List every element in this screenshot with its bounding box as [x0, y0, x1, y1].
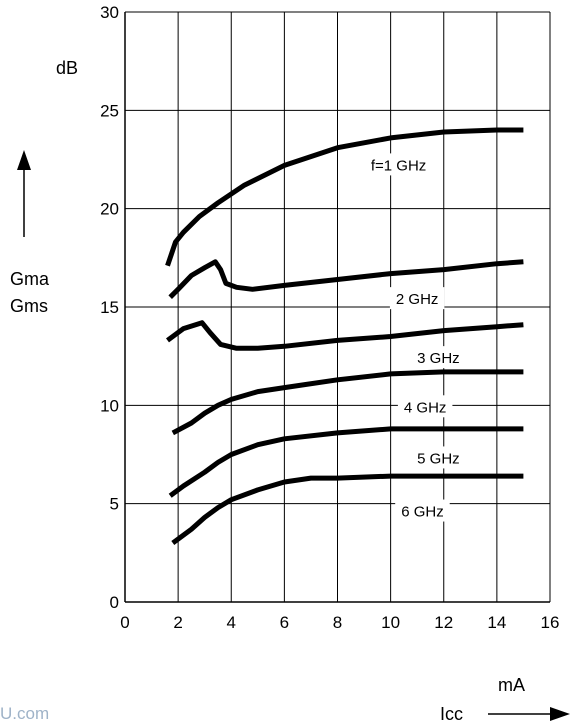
series-label-4: 4 GHz: [404, 399, 447, 416]
series-label-background: [411, 446, 466, 469]
y-arrow-icon: [17, 150, 31, 237]
x-tick-label: 10: [381, 613, 400, 632]
series-label-5: 5 GHz: [417, 450, 460, 467]
y-tick-label: 5: [110, 495, 119, 514]
series-label-background: [395, 499, 450, 522]
y-tick-label: 20: [100, 200, 119, 219]
y-tick-label: 25: [100, 101, 119, 120]
y-tick-label: 30: [100, 3, 119, 22]
curves: [165, 127, 524, 546]
series-label-1: f=1 GHz: [371, 157, 426, 174]
x-tick-label: 14: [487, 613, 506, 632]
series-line-2: [168, 259, 524, 299]
series-label-background: [411, 346, 466, 369]
x-tick-label: 16: [541, 613, 560, 632]
tick-labels: 0 2 4 6 8 10 12 14 16 0 5 10 15 20 25 30: [100, 3, 559, 632]
series-line-5: [168, 426, 524, 498]
y-unit-label: dB: [56, 58, 78, 78]
series-label-background: [389, 287, 445, 310]
x-tick-label: 2: [173, 613, 182, 632]
series-label-background: [364, 153, 433, 176]
series-labels: f=1 GHz 2 GHz 3 GHz 4 GHz 5 GHz 6 GHz: [364, 153, 466, 522]
x-unit-label: mA: [498, 675, 525, 695]
x-label: Icc: [440, 704, 463, 724]
x-tick-label: 4: [227, 613, 236, 632]
series-line-6: [171, 473, 524, 546]
series-label-2: 2 GHz: [396, 291, 439, 308]
x-arrow-icon: [488, 707, 570, 721]
y-tick-label: 0: [110, 593, 119, 612]
y-label-line-1: Gma: [10, 269, 50, 289]
series-line-3: [166, 320, 524, 351]
series-line-4: [171, 369, 524, 436]
x-tick-label: 8: [333, 613, 342, 632]
x-tick-label: 0: [120, 613, 129, 632]
y-tick-label: 15: [100, 298, 119, 317]
series-label-3: 3 GHz: [417, 350, 460, 367]
grid-lines: [124, 11, 551, 603]
watermark-text: U.com: [0, 704, 49, 723]
x-tick-label: 6: [280, 613, 289, 632]
series-line-1: [165, 127, 524, 267]
series-label-6: 6 GHz: [401, 504, 444, 521]
x-tick-label: 12: [434, 613, 453, 632]
y-tick-label: 10: [100, 396, 119, 415]
y-label-line-2: Gms: [10, 296, 48, 316]
series-label-background: [397, 395, 453, 418]
